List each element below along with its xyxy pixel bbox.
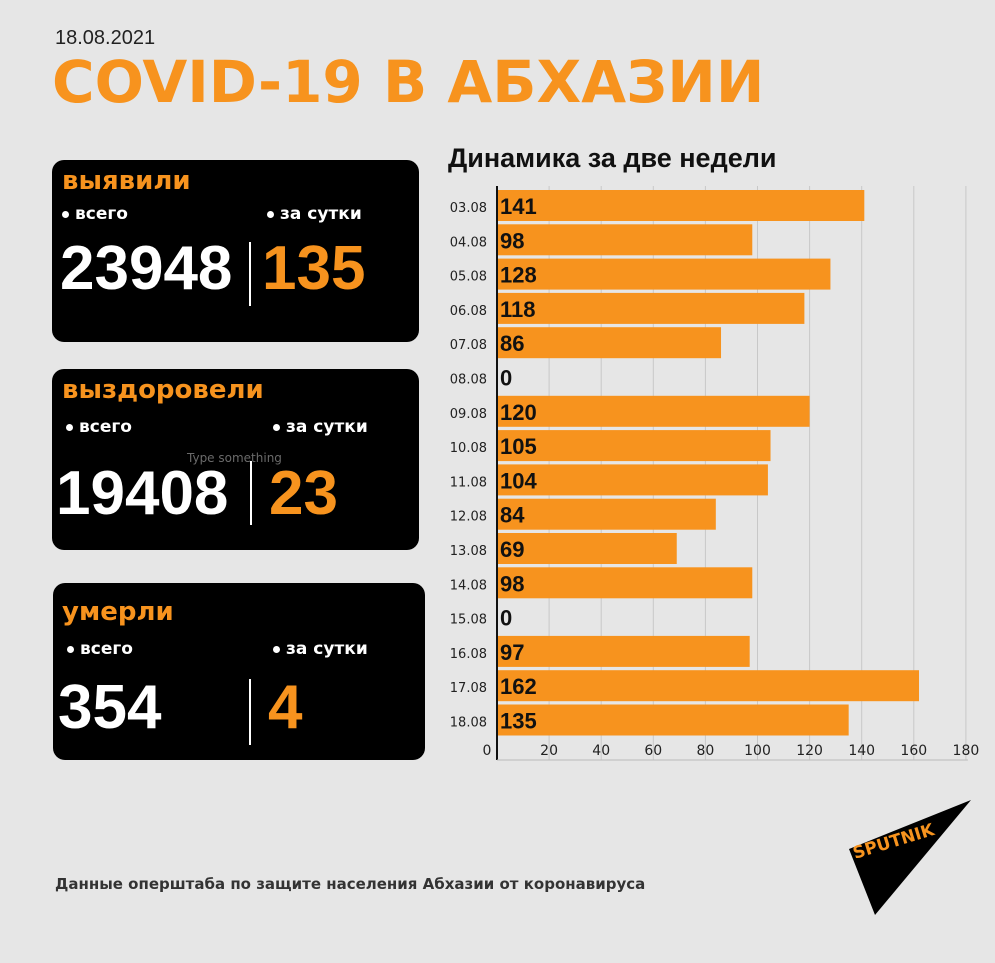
tick-label: 0 <box>483 743 492 759</box>
card-deaths-title: умерли <box>62 597 174 627</box>
card-detected-daily-label: за сутки <box>267 204 362 224</box>
data-label: 105 <box>500 434 537 459</box>
chart-title: Динамика за две недели <box>448 143 777 173</box>
card-detected-total-label: всего <box>62 204 128 224</box>
bar <box>497 292 805 324</box>
tick-label: 60 <box>644 743 662 759</box>
bar <box>497 533 677 564</box>
bar <box>497 498 716 530</box>
data-label: 118 <box>500 297 536 322</box>
bar <box>497 464 768 496</box>
bar <box>497 567 753 599</box>
category-label: 13.08 <box>450 544 487 559</box>
sputnik-logo: SPUTNIK <box>849 800 971 915</box>
tick-label: 40 <box>592 743 610 759</box>
card-detected: выявили всего за сутки 23948 135 <box>52 160 419 342</box>
data-label: 69 <box>500 537 524 562</box>
card-recovered-total: 19408 <box>56 459 229 528</box>
tick-label: 100 <box>744 743 771 759</box>
category-label: 08.08 <box>450 373 487 388</box>
bar <box>497 327 722 359</box>
data-label: 98 <box>500 571 524 596</box>
bar <box>497 190 865 221</box>
footer-source: Данные оперштаба по защите населения Абх… <box>55 875 646 893</box>
category-label: 09.08 <box>450 407 487 422</box>
tick-label: 180 <box>953 743 980 759</box>
bar <box>497 670 920 702</box>
card-deaths-daily-label: за сутки <box>273 639 368 659</box>
category-label: 17.08 <box>450 681 487 696</box>
data-label: 141 <box>500 194 537 219</box>
bullet-icon <box>66 423 73 431</box>
placeholder-overlay-text: Type something <box>187 451 282 465</box>
bullet-icon <box>62 210 69 218</box>
category-label: 05.08 <box>450 270 487 285</box>
card-recovered-total-label: всего <box>66 417 132 437</box>
page-title: COVID-19 В АБХАЗИИ <box>52 48 765 116</box>
data-label: 86 <box>500 331 524 356</box>
data-label: 128 <box>500 263 537 288</box>
category-label: 16.08 <box>450 647 487 662</box>
category-label: 06.08 <box>450 304 487 319</box>
category-label: 04.08 <box>450 235 487 250</box>
category-label: 14.08 <box>450 578 487 593</box>
tick-label: 160 <box>900 743 927 759</box>
category-label: 15.08 <box>450 613 487 628</box>
data-label: 162 <box>500 674 537 699</box>
bar <box>497 704 849 736</box>
data-label: 135 <box>500 709 537 734</box>
data-label: 84 <box>500 503 525 528</box>
date: 18.08.2021 <box>55 27 156 49</box>
card-detected-total: 23948 <box>60 234 233 303</box>
card-recovered-daily: 23 <box>269 459 338 528</box>
card-detected-title: выявили <box>62 166 191 196</box>
data-label: 104 <box>500 468 537 493</box>
bullet-icon <box>267 210 274 218</box>
bar <box>497 635 750 667</box>
card-detected-daily: 135 <box>262 234 366 303</box>
sputnik-logo-shape <box>849 800 971 915</box>
card-deaths: умерли всего за сутки 354 4 <box>53 583 425 760</box>
data-label: 98 <box>500 228 524 253</box>
card-recovered-daily-label: за сутки <box>273 417 368 437</box>
category-label: 10.08 <box>450 441 487 456</box>
bar <box>497 395 810 427</box>
data-label: 0 <box>500 366 512 391</box>
divider <box>249 242 251 306</box>
bar <box>497 430 771 462</box>
bullet-icon <box>67 645 74 653</box>
data-label: 0 <box>500 606 512 631</box>
card-recovered: выздоровели всего за сутки Type somethin… <box>52 369 419 550</box>
data-label: 97 <box>500 640 524 665</box>
card-deaths-daily: 4 <box>268 673 303 742</box>
divider <box>249 679 251 745</box>
bullet-icon <box>273 645 280 653</box>
category-label: 03.08 <box>450 201 487 216</box>
category-label: 18.08 <box>450 716 487 731</box>
divider <box>250 461 252 525</box>
card-deaths-total: 354 <box>58 673 162 742</box>
category-label: 12.08 <box>450 510 487 525</box>
tick-label: 140 <box>848 743 875 759</box>
card-recovered-title: выздоровели <box>62 375 264 405</box>
tick-label: 20 <box>540 743 558 759</box>
category-label: 11.08 <box>450 475 487 490</box>
category-label: 07.08 <box>450 338 487 353</box>
tick-label: 120 <box>796 743 823 759</box>
bullet-icon <box>273 423 280 431</box>
card-deaths-total-label: всего <box>67 639 133 659</box>
tick-label: 80 <box>696 743 714 759</box>
bar <box>497 258 831 290</box>
data-label: 120 <box>500 400 537 425</box>
bar <box>497 224 753 256</box>
